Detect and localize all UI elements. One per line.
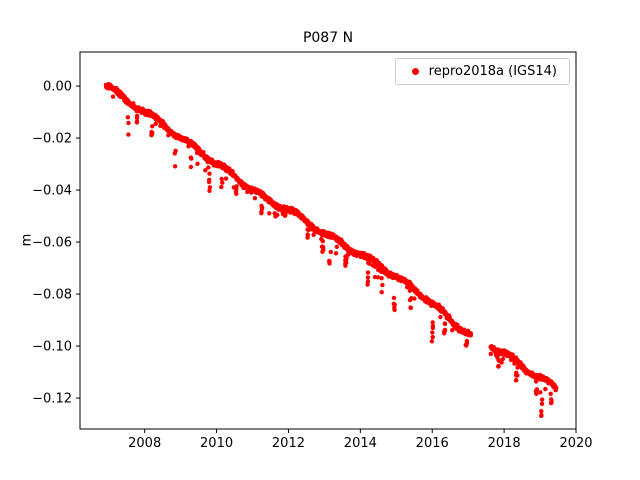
svg-text:0.00: 0.00: [43, 80, 72, 95]
svg-text:−0.08: −0.08: [32, 288, 72, 303]
svg-text:2020: 2020: [559, 436, 592, 451]
y-axis-label: m: [19, 233, 35, 247]
chart-title: P087 N: [302, 30, 354, 46]
legend-label: repro2018a (IGS14): [428, 64, 557, 79]
svg-text:2018: 2018: [488, 436, 521, 451]
svg-text:2014: 2014: [344, 436, 377, 451]
svg-text:−0.12: −0.12: [32, 392, 72, 407]
svg-text:2008: 2008: [128, 436, 161, 451]
svg-text:−0.02: −0.02: [32, 132, 72, 147]
svg-text:−0.06: −0.06: [32, 236, 72, 251]
svg-text:−0.04: −0.04: [32, 184, 72, 199]
legend: repro2018a (IGS14): [394, 58, 570, 85]
svg-text:2010: 2010: [200, 436, 233, 451]
svg-text:2012: 2012: [272, 436, 305, 451]
svg-text:2016: 2016: [416, 436, 449, 451]
legend-marker-dot: [411, 68, 419, 75]
svg-text:−0.10: −0.10: [32, 340, 72, 355]
